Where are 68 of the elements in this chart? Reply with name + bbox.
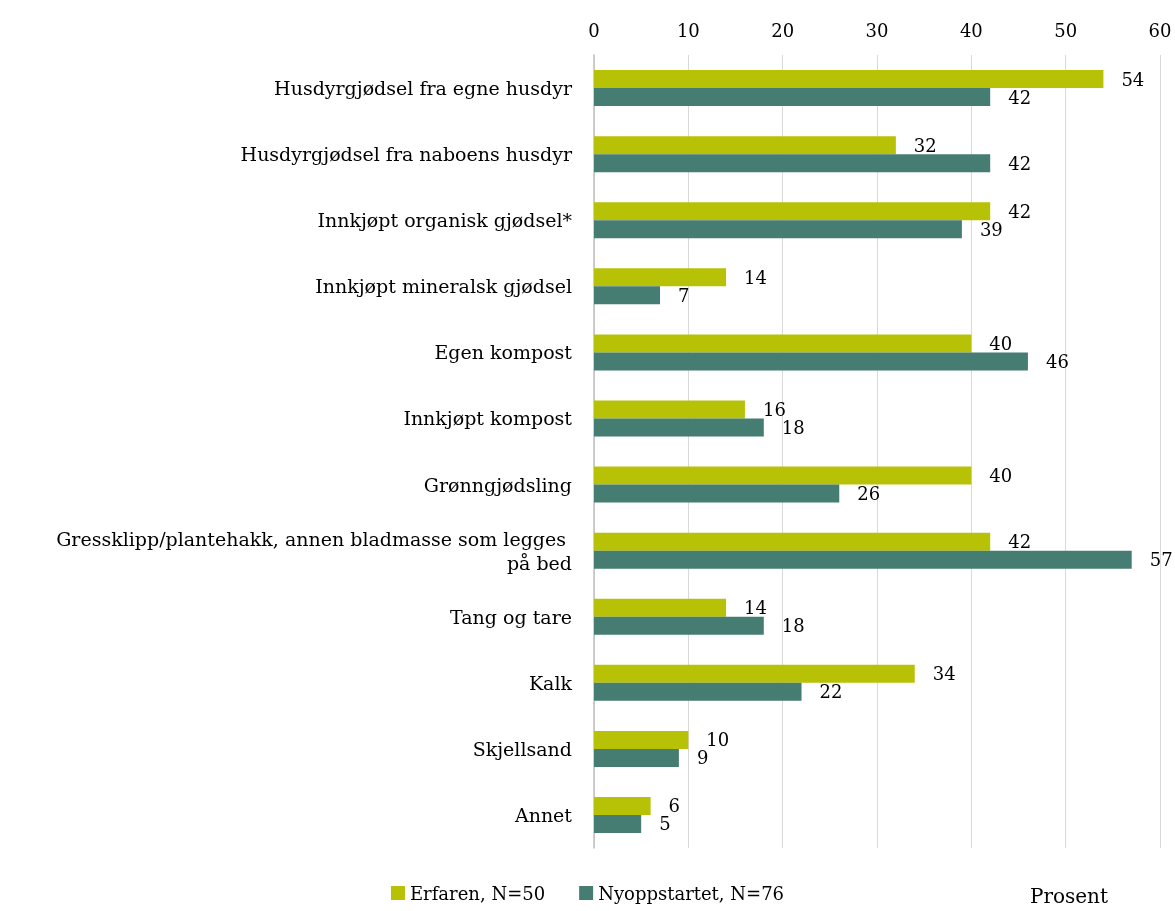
bar: [594, 202, 991, 221]
bar: [594, 466, 972, 485]
data-label: 6: [668, 795, 681, 817]
bar: [594, 532, 991, 551]
data-label: 42: [1008, 531, 1032, 553]
x-tick-label: 60: [1148, 19, 1172, 41]
data-label: 42: [1008, 152, 1032, 174]
y-tick-label: Skjellsand: [472, 737, 572, 760]
bar: [594, 682, 802, 701]
data-label: 57: [1149, 549, 1173, 571]
data-label: 34: [932, 663, 956, 685]
bar: [594, 70, 1104, 89]
x-tick-label: 50: [1054, 19, 1078, 41]
x-tick-label: 20: [771, 19, 795, 41]
bar: [594, 400, 745, 419]
y-tick-label: Husdyrgjødsel fra naboens husdyr: [240, 143, 573, 166]
y-tick-label: Kalk: [528, 671, 573, 694]
y-tick-label: Innkjøpt kompost: [403, 407, 573, 430]
x-axis-title: Prosent: [1029, 884, 1108, 908]
data-label: 26: [857, 483, 881, 505]
legend-label: Nyoppstartet, N=76: [598, 882, 785, 904]
y-tick-label: Gressklipp/plantehakk, annen bladmasse som legges på bed: [56, 527, 572, 574]
data-label: 18: [781, 615, 805, 637]
data-label: 14: [744, 597, 767, 619]
bar: [594, 484, 840, 503]
data-label: 40: [989, 332, 1013, 354]
data-label: 39: [979, 218, 1003, 240]
bar: [594, 730, 689, 749]
y-tick-label: Husdyrgjødsel fra egne husdyr: [274, 77, 573, 100]
bar: [594, 334, 972, 353]
y-tick-label: Annet: [513, 803, 573, 826]
bar: [594, 550, 1132, 569]
data-label: 14: [744, 266, 767, 288]
bar: [594, 352, 1028, 371]
y-tick-label: Grønngjødsling: [423, 473, 572, 496]
bar: [594, 136, 896, 155]
bar: [594, 88, 991, 107]
bar: [594, 154, 991, 173]
bar: [594, 418, 764, 437]
data-label: 7: [678, 284, 690, 306]
data-label: 46: [1045, 350, 1069, 372]
x-tick-label: 0: [588, 19, 600, 41]
y-tick-label: Innkjøpt organisk gjødsel*: [317, 209, 573, 232]
data-label: 5: [659, 813, 671, 835]
data-label: 42: [1008, 86, 1032, 108]
data-label: 40: [989, 465, 1013, 487]
bar: [594, 796, 651, 815]
data-label: 9: [696, 747, 709, 769]
bar: [594, 616, 764, 635]
bar: [594, 598, 727, 617]
bar: [594, 220, 962, 239]
y-tick-label: Innkjøpt mineralsk gjødsel: [315, 275, 572, 298]
bar: [594, 814, 642, 833]
x-tick-label: 10: [676, 19, 700, 41]
x-tick-label: 40: [959, 19, 983, 41]
data-label: 22: [819, 681, 843, 703]
data-label: 54: [1121, 68, 1145, 90]
data-label: 42: [1008, 200, 1032, 222]
legend-label: Erfaren, N=50: [409, 882, 546, 904]
x-tick-label: 30: [865, 19, 889, 41]
bar: [594, 748, 679, 767]
bar: [594, 268, 727, 287]
data-label: 10: [706, 729, 730, 751]
bar: [594, 664, 915, 683]
bar: [594, 286, 661, 305]
y-tick-label: Tang og tare: [450, 605, 572, 628]
y-tick-label: Egen kompost: [434, 341, 573, 364]
data-label: 32: [913, 134, 937, 156]
